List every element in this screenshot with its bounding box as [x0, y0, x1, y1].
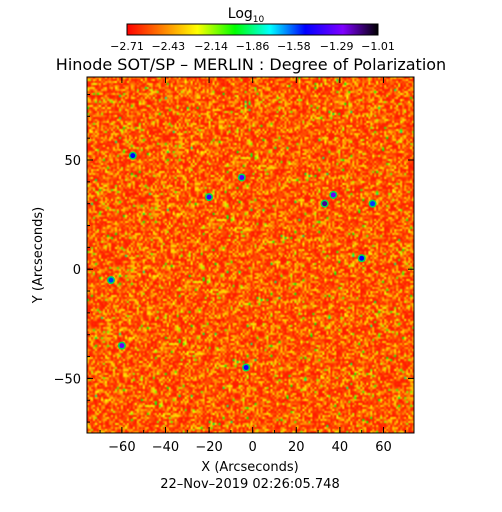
x-tick-label: 40 — [332, 440, 349, 455]
x-axis: −60 −40 −20 0 20 40 60 — [99, 77, 406, 455]
polarization-patch — [359, 255, 365, 261]
y-axis: −50 0 50 — [54, 93, 414, 423]
colorbar-tick-label: −2.71 — [110, 40, 144, 53]
polarization-patch — [322, 201, 328, 207]
polarization-patch — [119, 343, 125, 349]
chart-title: Hinode SOT/SP – MERLIN : Degree of Polar… — [56, 55, 446, 74]
polarization-patch — [206, 194, 212, 200]
y-tick-label: 0 — [73, 263, 81, 278]
x-tick-label: 0 — [249, 440, 257, 455]
plot-frame — [86, 76, 415, 434]
colorbar-tick-label: −2.43 — [151, 40, 185, 53]
polarization-patch — [330, 192, 336, 198]
heatmap-image — [87, 77, 414, 433]
colorbar-tick-label: −2.14 — [194, 40, 228, 53]
x-tick-label: −20 — [195, 440, 222, 455]
x-tick-label: −40 — [152, 440, 179, 455]
colorbar-ticks: −2.71 −2.43 −2.14 −1.86 −1.58 −1.29 −1.01 — [110, 40, 395, 53]
x-tick-label: 60 — [375, 440, 392, 455]
colorbar-tick-label: −1.86 — [236, 40, 270, 53]
x-axis-label: X (Arcseconds) — [201, 460, 298, 475]
timestamp: 22–Nov–2019 02:26:05.748 — [160, 477, 339, 492]
polarization-patch — [130, 153, 136, 159]
y-axis-label: Y (Arcseconds) — [31, 207, 46, 304]
colorbar-tick-label: −1.01 — [361, 40, 395, 53]
colorbar-tick-label: −1.58 — [277, 40, 311, 53]
polarization-patch — [370, 201, 376, 207]
y-tick-label: −50 — [54, 372, 81, 387]
y-tick-label: 50 — [64, 154, 81, 169]
colorbar — [126, 23, 379, 36]
x-tick-label: 20 — [288, 440, 305, 455]
x-tick-label: −60 — [108, 440, 135, 455]
polarization-patch — [239, 174, 245, 180]
polarization-patch — [243, 364, 249, 370]
polarization-patch — [108, 277, 114, 283]
colorbar-label: Log10 — [228, 6, 265, 25]
colorbar-tick-label: −1.29 — [320, 40, 354, 53]
